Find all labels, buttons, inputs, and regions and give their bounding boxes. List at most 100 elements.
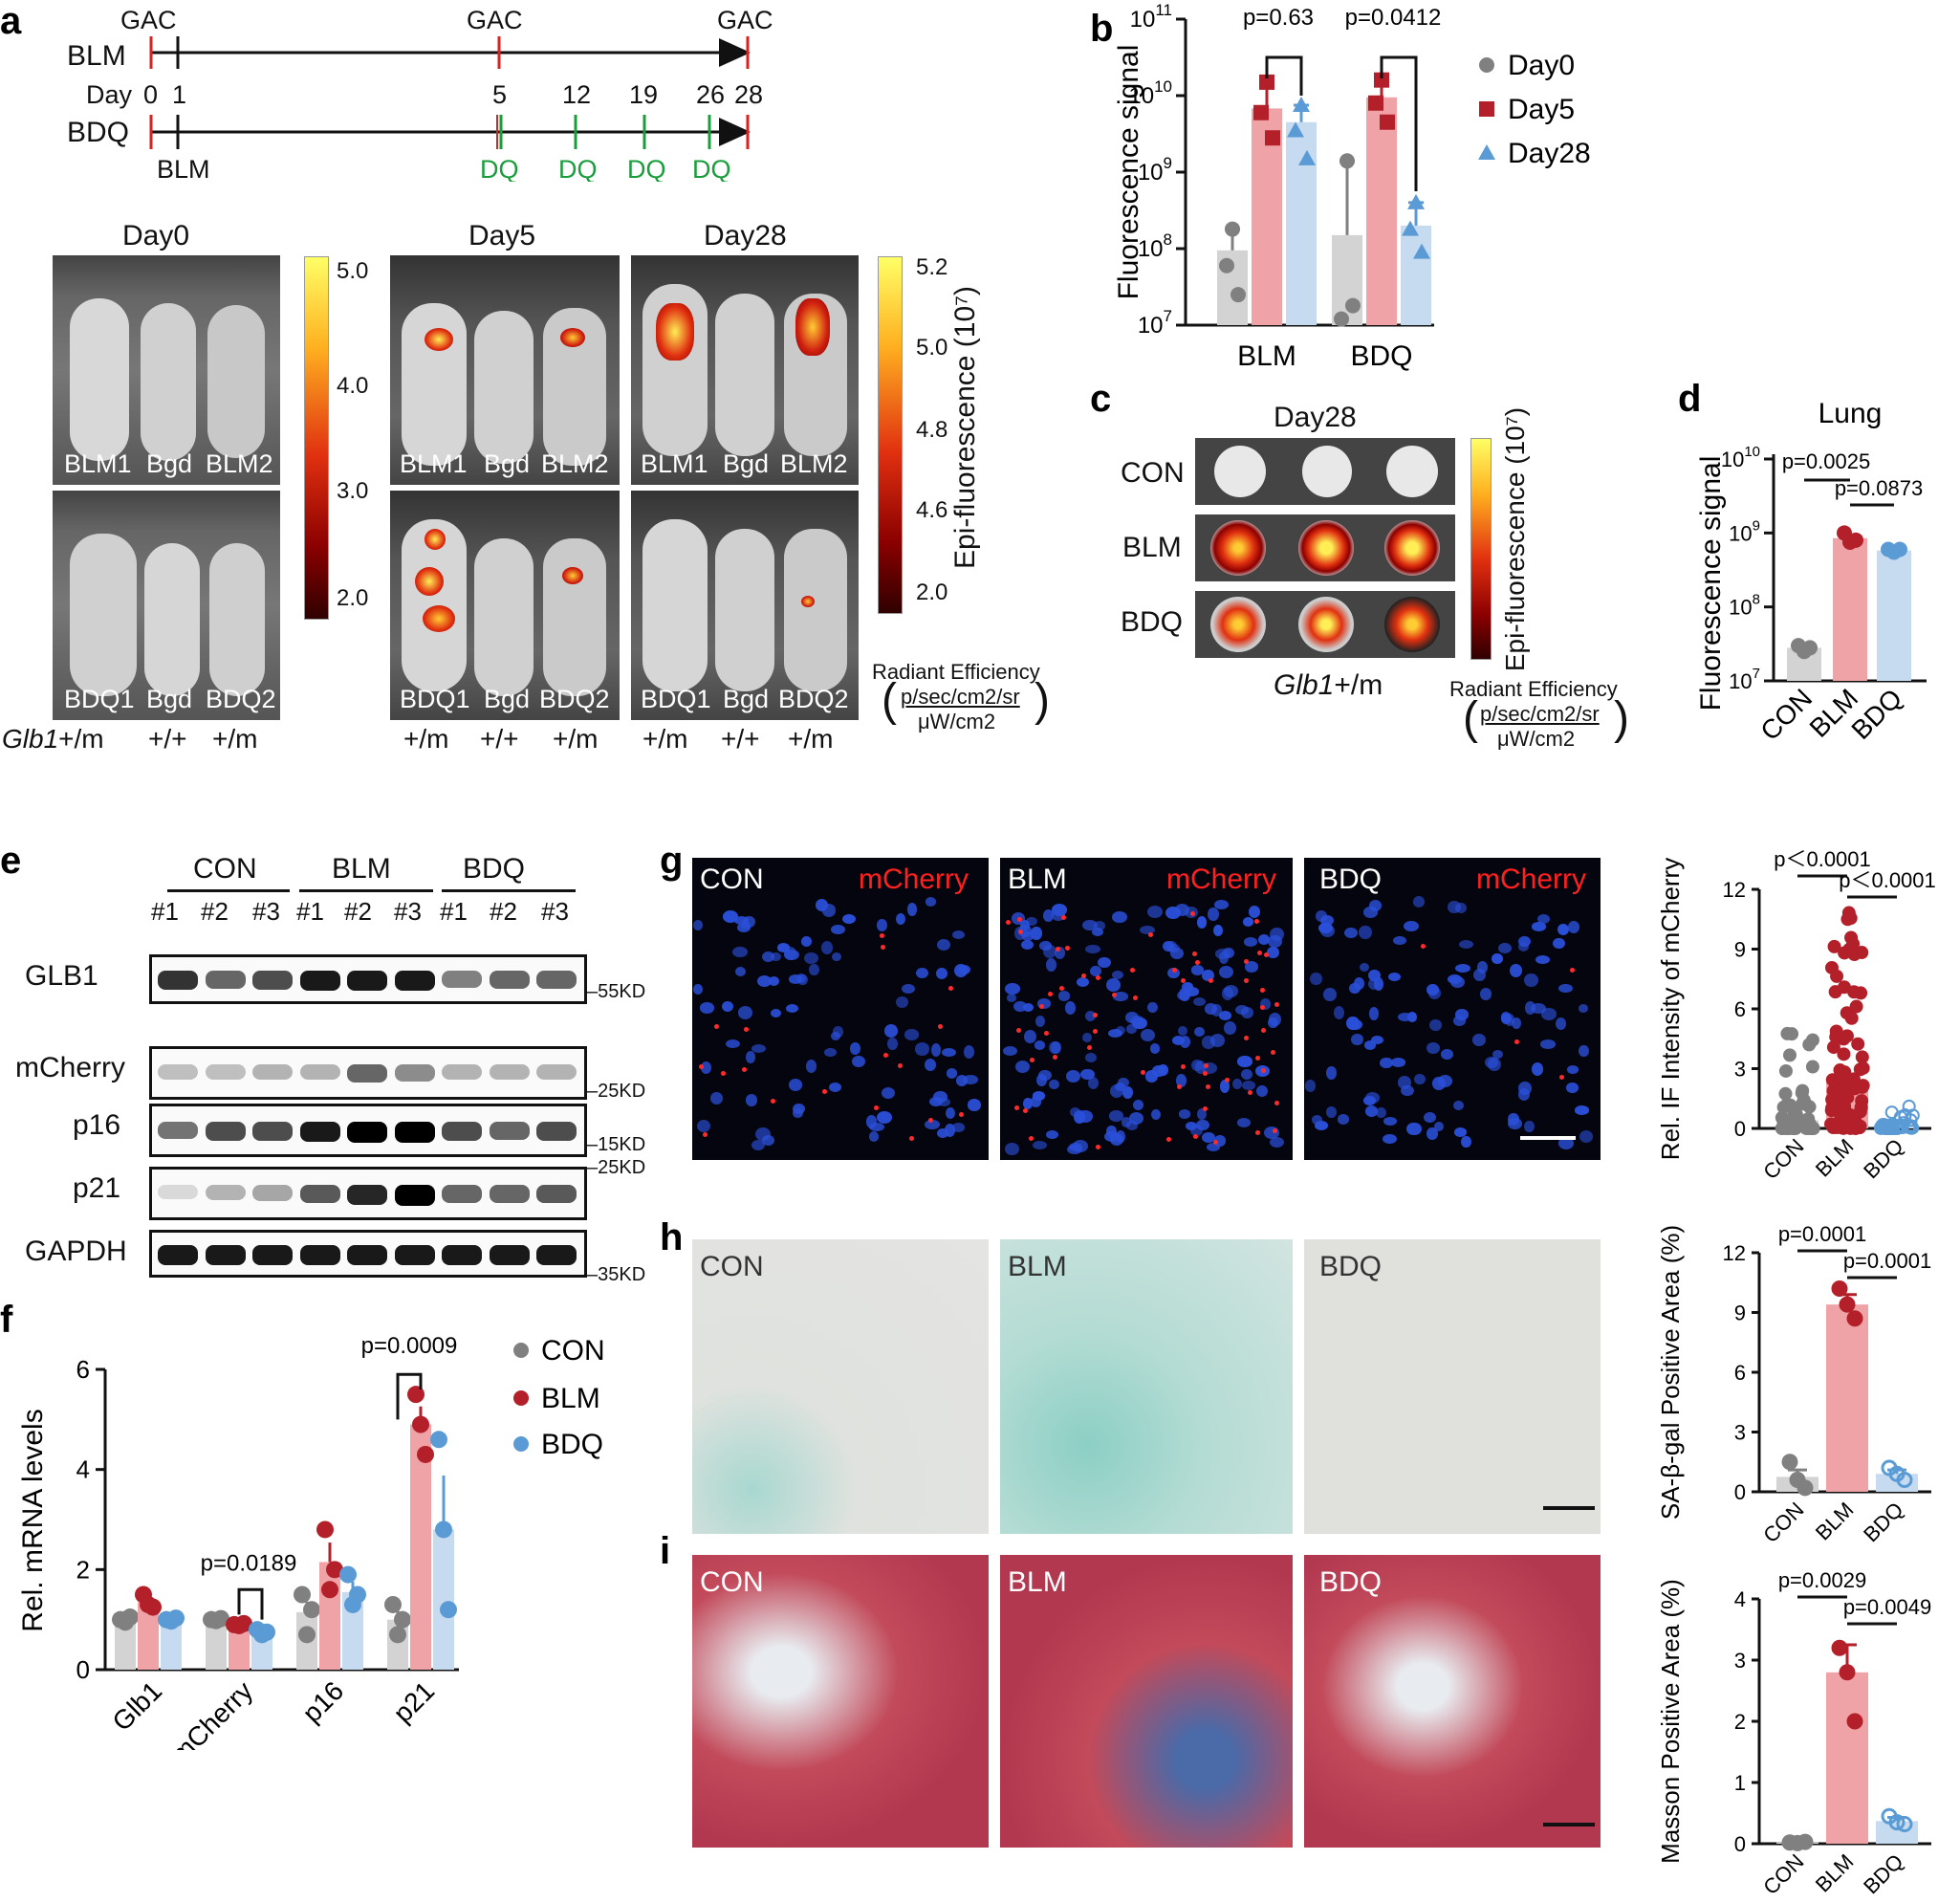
nucleus — [1208, 907, 1219, 921]
data-point — [1407, 193, 1425, 209]
data-point — [1827, 939, 1841, 953]
label-bgd: Bgd — [723, 449, 770, 478]
legend-marker — [1478, 144, 1495, 160]
nucleus — [945, 1124, 956, 1138]
panel-c-genotype: Glb1+/m — [1274, 669, 1383, 701]
nucleus — [904, 1028, 920, 1040]
cbar2-tick-0: 5.2 — [916, 254, 948, 280]
blot-band — [347, 1122, 387, 1143]
day-12: 12 — [562, 80, 591, 109]
y-tick-label: 1011 — [1130, 1, 1172, 33]
bar — [319, 1562, 340, 1670]
y-tick-label: 4 — [1734, 1587, 1746, 1611]
if-image-bdq — [1304, 858, 1601, 1160]
mcherry-signal — [1177, 1083, 1183, 1089]
day-0: 0 — [143, 80, 158, 109]
nucleus — [1081, 1032, 1092, 1042]
nucleus — [883, 1024, 898, 1038]
nucleus — [1326, 1065, 1337, 1080]
nucleus — [1077, 1109, 1093, 1124]
mouse-image-day28-blm: BLM1 Bgd BLM2 — [631, 255, 859, 485]
legend-marker — [513, 1390, 529, 1406]
data-point — [1831, 1120, 1845, 1134]
data-point — [321, 1581, 338, 1599]
colorbar-day0 — [304, 256, 329, 620]
blot-band — [205, 1245, 246, 1266]
mcherry-signal — [909, 1135, 915, 1141]
nucleus — [1201, 1131, 1215, 1143]
day-prefix: Day — [86, 80, 133, 109]
nucleus — [1364, 1105, 1378, 1117]
mcherry-signal — [1086, 1045, 1092, 1051]
nucleus — [925, 897, 936, 907]
bar — [1401, 225, 1431, 325]
if-stain-bdq: mCherry — [1476, 864, 1587, 895]
data-point — [1298, 149, 1316, 165]
mcherry-signal — [1014, 1105, 1020, 1110]
nucleus — [1150, 1108, 1162, 1121]
nucleus — [1046, 957, 1056, 972]
nucleus — [1181, 981, 1193, 993]
nucleus — [788, 1079, 802, 1091]
nucleus — [1240, 1069, 1252, 1081]
mcherry-signal — [1225, 1078, 1230, 1083]
blot-band — [536, 1122, 577, 1141]
group-underline-bdq — [442, 889, 576, 892]
nucleus — [954, 964, 968, 977]
nucleus — [1139, 925, 1155, 935]
mcherry-signal — [1065, 946, 1071, 952]
radiant-den-c: μW/cm2 — [1497, 727, 1576, 751]
nucleus — [1087, 1077, 1100, 1090]
nucleus — [1541, 1008, 1557, 1020]
data-point — [1789, 1107, 1803, 1122]
nucleus — [1428, 1018, 1443, 1031]
gac-label-0: GAC — [120, 6, 177, 34]
blot-band — [489, 1245, 530, 1266]
nucleus — [1459, 940, 1474, 950]
nucleus — [1454, 1009, 1469, 1020]
y-tick-exponent: 7 — [1753, 666, 1760, 682]
nucleus — [1036, 1074, 1048, 1087]
bar — [251, 1631, 272, 1670]
nucleus — [1397, 1076, 1411, 1089]
nucleus — [1126, 1023, 1137, 1035]
nucleus — [865, 1115, 878, 1128]
protein-label: GLB1 — [25, 960, 98, 992]
cbar2-title: Epi-fluorescence (10⁷) — [949, 286, 981, 569]
dq-label-1: DQ — [558, 155, 598, 182]
blot-band — [536, 1245, 577, 1266]
day5-title: Day5 — [468, 220, 536, 252]
data-point — [167, 1609, 185, 1628]
nucleus — [1021, 939, 1034, 950]
mcherry-signal — [1194, 959, 1200, 965]
label-bdq1: BDQ1 — [64, 685, 135, 713]
data-point — [1829, 1024, 1843, 1039]
y-axis-label: SA-β-gal Positive Area (%) — [1656, 1225, 1685, 1520]
x-tick-label: BDQ — [1350, 340, 1412, 372]
data-point — [1855, 1094, 1869, 1108]
nucleus — [1091, 927, 1103, 936]
mcherry-signal — [1514, 1039, 1519, 1044]
blot-band — [299, 971, 340, 992]
nucleus — [968, 1099, 981, 1111]
mcherry-signal — [1263, 952, 1269, 958]
nucleus — [723, 910, 738, 923]
chart-title: Lung — [1818, 398, 1883, 429]
nucleus — [1476, 961, 1489, 974]
nucleus — [1558, 1137, 1574, 1149]
nucleus — [1365, 1091, 1381, 1104]
blot-band-row — [149, 1104, 587, 1157]
radiant-paren-right-c: ) — [1614, 693, 1629, 744]
blot-band — [442, 1185, 482, 1203]
mcherry-signal — [1055, 947, 1060, 952]
nucleus — [1472, 1034, 1486, 1047]
data-point — [1413, 243, 1430, 259]
nucleus — [1256, 1085, 1269, 1098]
data-point — [1230, 287, 1246, 303]
nucleus — [1492, 952, 1504, 964]
nucleus — [1269, 1136, 1285, 1148]
blot-band — [205, 971, 246, 989]
data-point — [384, 1595, 402, 1613]
mcherry-signal — [743, 1026, 749, 1032]
